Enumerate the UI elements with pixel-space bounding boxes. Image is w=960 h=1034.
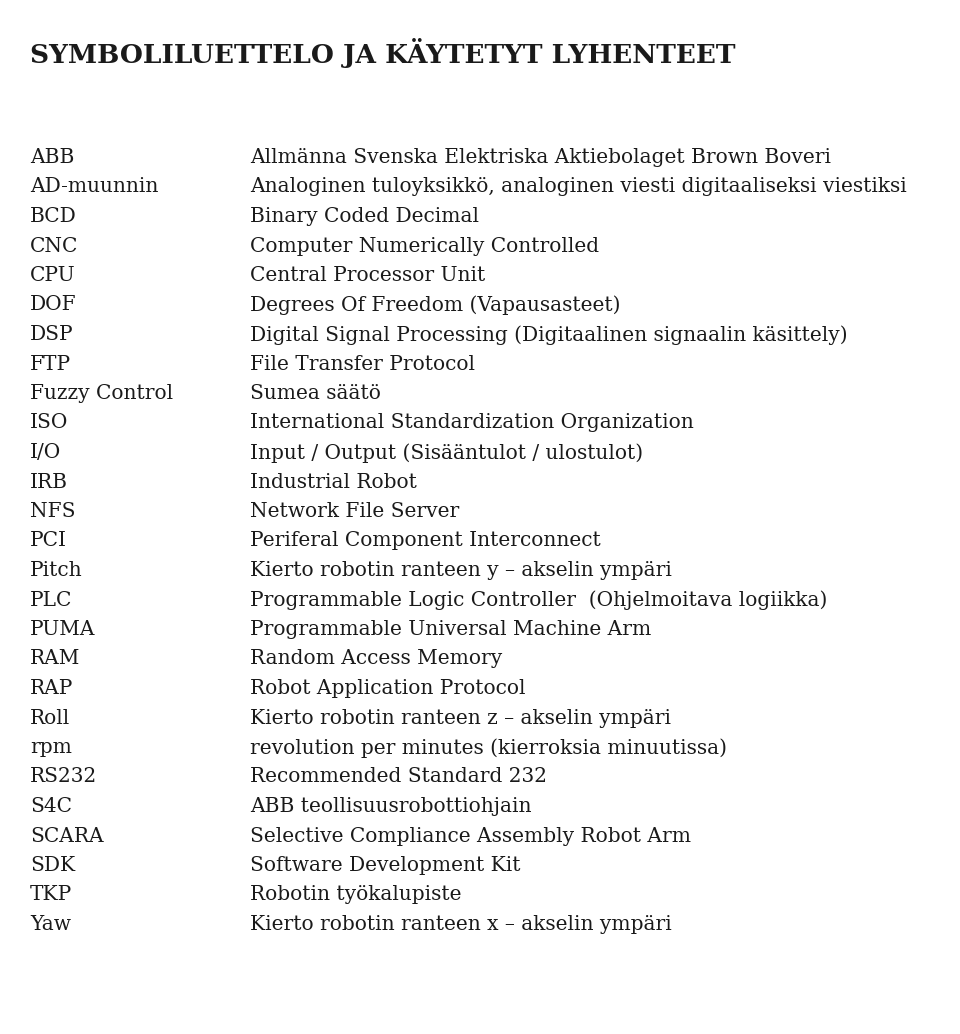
Text: SDK: SDK (30, 856, 75, 875)
Text: Selective Compliance Assembly Robot Arm: Selective Compliance Assembly Robot Arm (250, 826, 691, 846)
Text: RAM: RAM (30, 649, 81, 669)
Text: Software Development Kit: Software Development Kit (250, 856, 520, 875)
Text: CPU: CPU (30, 266, 76, 285)
Text: SYMBOLILUETTELO JA KÄYTETYT LYHENTEET: SYMBOLILUETTELO JA KÄYTETYT LYHENTEET (30, 38, 735, 68)
Text: Random Access Memory: Random Access Memory (250, 649, 502, 669)
Text: Computer Numerically Controlled: Computer Numerically Controlled (250, 237, 599, 255)
Text: Sumea säätö: Sumea säätö (250, 384, 381, 403)
Text: Robot Application Protocol: Robot Application Protocol (250, 679, 525, 698)
Text: PUMA: PUMA (30, 620, 95, 639)
Text: Periferal Component Interconnect: Periferal Component Interconnect (250, 531, 601, 550)
Text: International Standardization Organization: International Standardization Organizati… (250, 414, 694, 432)
Text: PLC: PLC (30, 590, 72, 609)
Text: FTP: FTP (30, 355, 71, 373)
Text: Yaw: Yaw (30, 915, 71, 934)
Text: PCI: PCI (30, 531, 67, 550)
Text: Binary Coded Decimal: Binary Coded Decimal (250, 207, 479, 226)
Text: CNC: CNC (30, 237, 79, 255)
Text: DOF: DOF (30, 296, 77, 314)
Text: Robotin työkalupiste: Robotin työkalupiste (250, 885, 462, 905)
Text: Programmable Universal Machine Arm: Programmable Universal Machine Arm (250, 620, 651, 639)
Text: IRB: IRB (30, 473, 68, 491)
Text: Pitch: Pitch (30, 561, 83, 580)
Text: Roll: Roll (30, 708, 70, 728)
Text: BCD: BCD (30, 207, 77, 226)
Text: Analoginen tuloyksikkö, analoginen viesti digitaaliseksi viestiksi: Analoginen tuloyksikkö, analoginen viest… (250, 178, 907, 196)
Text: I/O: I/O (30, 443, 61, 462)
Text: ABB: ABB (30, 148, 74, 168)
Text: AD-muunnin: AD-muunnin (30, 178, 158, 196)
Text: Programmable Logic Controller  (Ohjelmoitava logiikka): Programmable Logic Controller (Ohjelmoit… (250, 590, 828, 610)
Text: NFS: NFS (30, 501, 76, 521)
Text: Fuzzy Control: Fuzzy Control (30, 384, 173, 403)
Text: Industrial Robot: Industrial Robot (250, 473, 417, 491)
Text: SCARA: SCARA (30, 826, 104, 846)
Text: S4C: S4C (30, 797, 72, 816)
Text: Degrees Of Freedom (Vapausasteet): Degrees Of Freedom (Vapausasteet) (250, 296, 620, 315)
Text: Input / Output (Sisääntulot / ulostulot): Input / Output (Sisääntulot / ulostulot) (250, 443, 643, 462)
Text: RS232: RS232 (30, 767, 97, 787)
Text: Allmänna Svenska Elektriska Aktiebolaget Brown Boveri: Allmänna Svenska Elektriska Aktiebolaget… (250, 148, 831, 168)
Text: File Transfer Protocol: File Transfer Protocol (250, 355, 475, 373)
Text: revolution per minutes (kierroksia minuutissa): revolution per minutes (kierroksia minuu… (250, 738, 727, 758)
Text: rpm: rpm (30, 738, 72, 757)
Text: Kierto robotin ranteen x – akselin ympäri: Kierto robotin ranteen x – akselin ympär… (250, 915, 672, 934)
Text: Central Processor Unit: Central Processor Unit (250, 266, 485, 285)
Text: DSP: DSP (30, 325, 74, 344)
Text: ISO: ISO (30, 414, 68, 432)
Text: Kierto robotin ranteen y – akselin ympäri: Kierto robotin ranteen y – akselin ympär… (250, 561, 672, 580)
Text: RAP: RAP (30, 679, 73, 698)
Text: ABB teollisuusrobottiohjain: ABB teollisuusrobottiohjain (250, 797, 532, 816)
Text: Digital Signal Processing (Digitaalinen signaalin käsittely): Digital Signal Processing (Digitaalinen … (250, 325, 848, 344)
Text: Kierto robotin ranteen z – akselin ympäri: Kierto robotin ranteen z – akselin ympär… (250, 708, 671, 728)
Text: Recommended Standard 232: Recommended Standard 232 (250, 767, 547, 787)
Text: TKP: TKP (30, 885, 72, 905)
Text: Network File Server: Network File Server (250, 501, 459, 521)
